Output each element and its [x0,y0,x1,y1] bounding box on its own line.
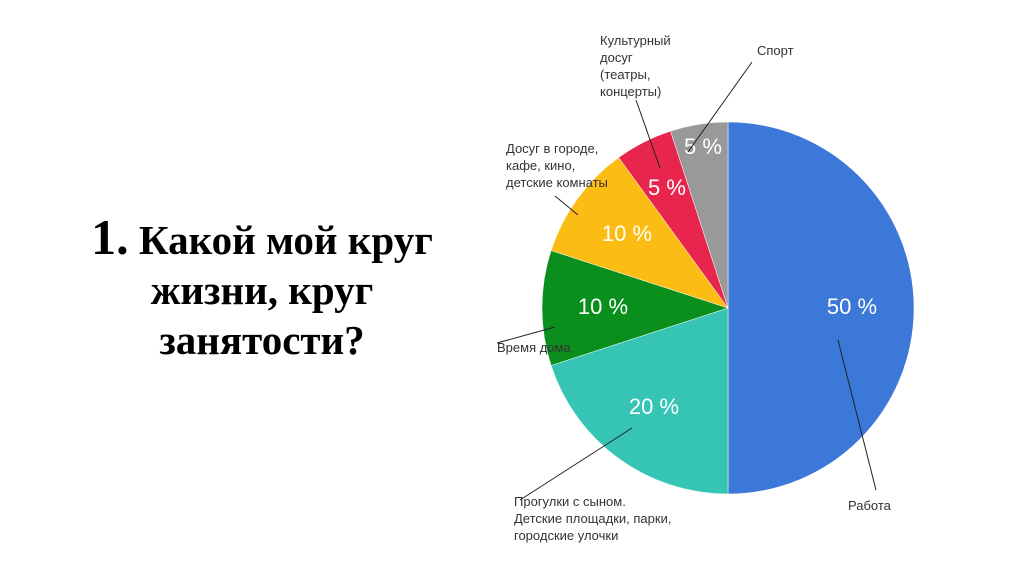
leader-line-sport [687,61,753,153]
title-number: 1. [91,209,129,265]
leader-line-city-leisure [554,195,579,216]
category-label-city-leisure: Досуг в городе, кафе, кино, детские комнат… [506,141,608,190]
data-label-culture: 5 % [648,175,686,200]
title-line-1: Какой мой круг [138,217,433,263]
category-label-work: Работа [848,498,892,513]
leader-line-culture [635,99,661,169]
pie-slice-city-leisure [550,157,729,309]
data-label-home: 10 % [578,294,628,319]
title-line-3: занятости? [159,317,365,363]
title-line-2: жизни, круг [150,267,374,313]
category-label-culture: Культурный досуг (театры, концерты) [600,33,671,99]
pie-slice-work [727,121,915,495]
leader-line-walks [519,427,633,501]
data-label-walks: 20 % [629,394,679,419]
data-label-city-leisure: 10 % [602,221,652,246]
category-label-home: Время дома [497,340,571,355]
category-label-walks: Прогулки с сыном. Детские площадки, парки… [514,494,671,543]
pie-slice-sport [670,121,729,309]
data-label-work: 50 % [827,294,877,319]
data-label-sport: 5 % [684,134,722,159]
category-label-sport: Спорт [757,43,794,58]
slide-title: 1. Какой мой круг жизни, круг занятости? [62,212,462,365]
pie-slice-home [541,250,729,366]
pie-slice-walks [550,307,729,495]
leader-line-home [496,326,556,344]
leader-line-work [837,339,877,491]
